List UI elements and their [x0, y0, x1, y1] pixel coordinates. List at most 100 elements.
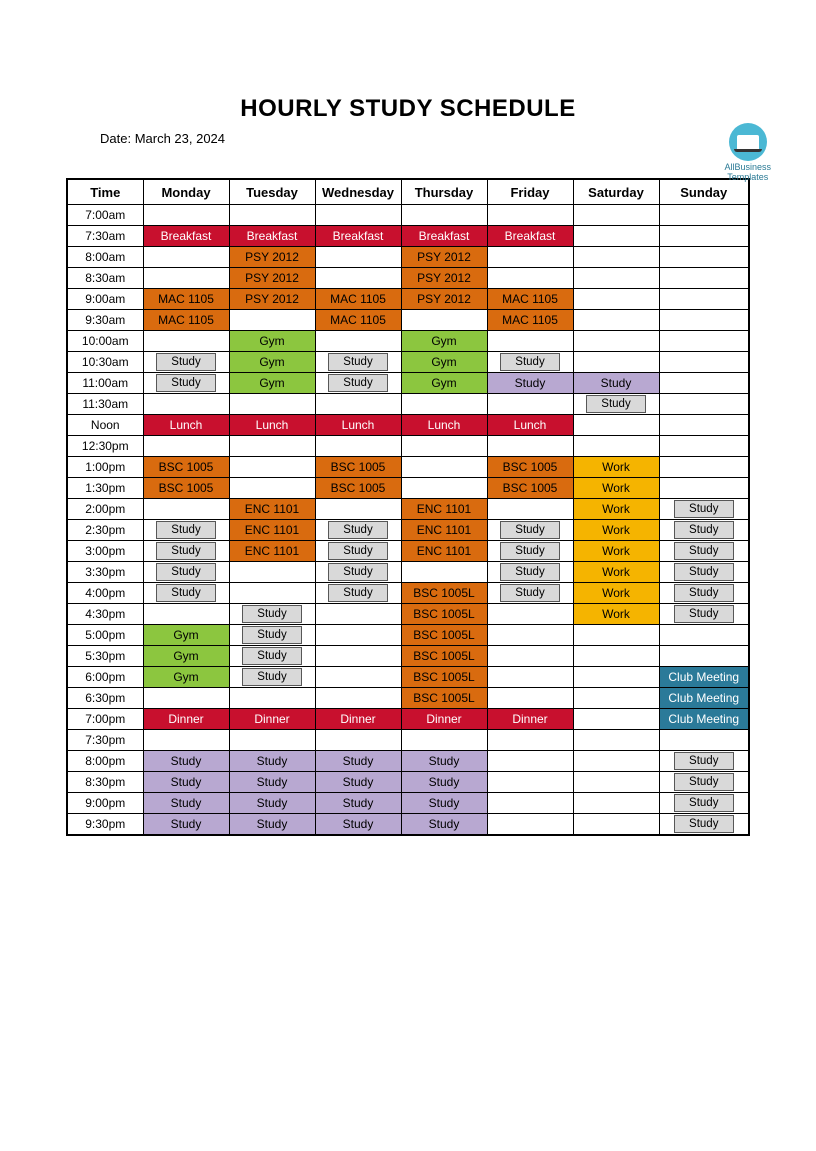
activity-label: Lunch [402, 416, 487, 434]
schedule-cell [315, 688, 401, 709]
time-cell: 8:00am [67, 247, 143, 268]
schedule-cell: Study [401, 793, 487, 814]
activity-label: Study [316, 815, 401, 833]
date-line: Date: March 23, 2024 [100, 131, 816, 146]
activity-chip: Study [242, 668, 302, 686]
schedule-row: 1:30pmBSC 1005BSC 1005BSC 1005Work [67, 478, 749, 499]
schedule-cell [143, 331, 229, 352]
schedule-row: 2:30pmStudyENC 1101StudyENC 1101StudyWor… [67, 520, 749, 541]
time-cell: 3:00pm [67, 541, 143, 562]
activity-label: Gym [144, 647, 229, 665]
schedule-cell [659, 373, 749, 394]
activity-label: Lunch [144, 416, 229, 434]
schedule-cell: Study [659, 499, 749, 520]
schedule-cell: Study [229, 667, 315, 688]
schedule-cell [315, 436, 401, 457]
schedule-cell: Study [315, 562, 401, 583]
schedule-cell [573, 436, 659, 457]
schedule-cell: Work [573, 478, 659, 499]
schedule-cell: Study [487, 562, 573, 583]
activity-label: PSY 2012 [230, 269, 315, 287]
schedule-cell: ENC 1101 [401, 541, 487, 562]
schedule-cell [487, 814, 573, 836]
schedule-cell: Study [487, 352, 573, 373]
activity-label: Club Meeting [660, 668, 749, 686]
activity-label: MAC 1105 [144, 290, 229, 308]
schedule-cell [573, 247, 659, 268]
schedule-cell: Study [315, 352, 401, 373]
schedule-cell [315, 268, 401, 289]
activity-label: Study [316, 794, 401, 812]
activity-label: PSY 2012 [230, 290, 315, 308]
schedule-cell [401, 478, 487, 499]
schedule-row: 8:30amPSY 2012PSY 2012 [67, 268, 749, 289]
schedule-cell: PSY 2012 [401, 247, 487, 268]
activity-chip: Study [674, 563, 734, 581]
activity-chip: Study [674, 521, 734, 539]
schedule-cell [573, 646, 659, 667]
schedule-cell: Dinner [487, 709, 573, 730]
activity-chip: Study [328, 584, 388, 602]
schedule-cell: MAC 1105 [143, 289, 229, 310]
activity-chip: Study [674, 794, 734, 812]
schedule-cell [315, 625, 401, 646]
activity-chip: Study [328, 521, 388, 539]
schedule-cell: Lunch [487, 415, 573, 436]
schedule-cell: Breakfast [143, 226, 229, 247]
time-cell: 3:30pm [67, 562, 143, 583]
activity-chip: Study [328, 353, 388, 371]
schedule-cell: PSY 2012 [229, 247, 315, 268]
col-saturday: Saturday [573, 179, 659, 205]
schedule-cell: Study [229, 793, 315, 814]
schedule-cell: BSC 1005L [401, 604, 487, 625]
schedule-row: 7:30amBreakfastBreakfastBreakfastBreakfa… [67, 226, 749, 247]
schedule-cell: BSC 1005 [487, 478, 573, 499]
activity-label: PSY 2012 [402, 269, 487, 287]
activity-chip: Study [156, 563, 216, 581]
activity-label: Study [402, 752, 487, 770]
activity-label: Study [230, 752, 315, 770]
schedule-cell: Study [229, 814, 315, 836]
activity-chip: Study [674, 542, 734, 560]
schedule-cell [659, 331, 749, 352]
schedule-cell: Breakfast [487, 226, 573, 247]
schedule-cell: MAC 1105 [315, 289, 401, 310]
activity-label: Gym [144, 668, 229, 686]
activity-label: Work [574, 563, 659, 581]
activity-label: BSC 1005 [488, 479, 573, 497]
schedule-table: TimeMondayTuesdayWednesdayThursdayFriday… [66, 178, 750, 836]
schedule-cell [143, 436, 229, 457]
schedule-cell [487, 730, 573, 751]
schedule-cell: Lunch [315, 415, 401, 436]
schedule-cell: Gym [143, 625, 229, 646]
schedule-cell: MAC 1105 [143, 310, 229, 331]
activity-label: Gym [402, 332, 487, 350]
schedule-cell: Breakfast [315, 226, 401, 247]
schedule-cell: Club Meeting [659, 688, 749, 709]
activity-label: BSC 1005L [402, 647, 487, 665]
schedule-cell [659, 310, 749, 331]
schedule-cell: Study [143, 373, 229, 394]
schedule-cell: BSC 1005 [143, 457, 229, 478]
schedule-cell: Gym [401, 352, 487, 373]
activity-label: MAC 1105 [144, 311, 229, 329]
activity-label: Work [574, 479, 659, 497]
schedule-cell: PSY 2012 [401, 289, 487, 310]
schedule-cell [573, 625, 659, 646]
schedule-cell: Study [487, 373, 573, 394]
brand-name-line2: Templates [724, 173, 771, 183]
schedule-cell: Gym [401, 331, 487, 352]
activity-chip: Study [500, 563, 560, 581]
time-cell: 1:30pm [67, 478, 143, 499]
schedule-cell [573, 667, 659, 688]
schedule-cell [487, 646, 573, 667]
schedule-cell: Study [229, 751, 315, 772]
activity-label: Dinner [230, 710, 315, 728]
activity-chip: Study [586, 395, 646, 413]
schedule-row: 8:00pmStudyStudyStudyStudyStudy [67, 751, 749, 772]
time-cell: 11:00am [67, 373, 143, 394]
schedule-cell [315, 730, 401, 751]
schedule-row: 4:30pmStudyBSC 1005LWorkStudy [67, 604, 749, 625]
time-cell: 4:00pm [67, 583, 143, 604]
schedule-cell: Gym [229, 373, 315, 394]
